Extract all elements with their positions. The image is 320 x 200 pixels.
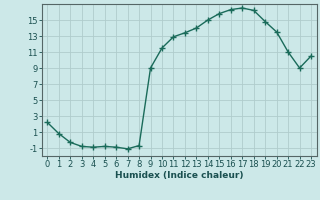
X-axis label: Humidex (Indice chaleur): Humidex (Indice chaleur) — [115, 171, 244, 180]
